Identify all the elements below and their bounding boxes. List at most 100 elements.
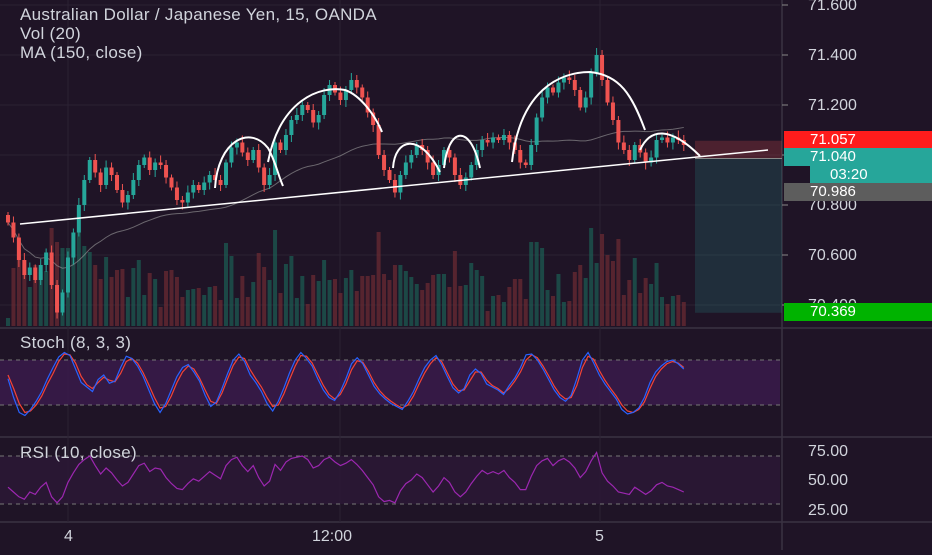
volume-bar — [398, 265, 403, 326]
stop-price-tag[interactable]: 71.057 — [784, 131, 932, 149]
candle-body — [153, 162, 158, 170]
volume-bar — [16, 239, 21, 326]
volume-bar — [638, 293, 643, 326]
volume-bar — [218, 300, 223, 326]
volume-bar — [600, 234, 605, 326]
candle-body — [360, 87, 365, 98]
candle-body — [540, 97, 545, 118]
rsi-indicator-label[interactable]: RSI (10, close) — [20, 443, 137, 462]
volume-bar — [545, 290, 550, 326]
volume-bar — [665, 304, 670, 326]
ma-line — [7, 126, 684, 269]
volume-bar — [289, 256, 294, 326]
candle-body — [665, 137, 670, 143]
volume-bar — [436, 274, 441, 326]
volume-bar — [540, 248, 545, 326]
candle-body — [567, 77, 572, 80]
target-price-tag[interactable]: 70.369 — [784, 303, 932, 321]
volume-bar — [463, 285, 468, 326]
candle-body — [431, 162, 436, 175]
chart-title[interactable]: Australian Dollar / Japanese Yen, 15, OA… — [20, 5, 377, 24]
stoch-lines — [7, 351, 685, 417]
candle-body — [213, 175, 218, 180]
candle-body — [273, 142, 278, 175]
countdown-tag: 03:20 — [810, 166, 932, 184]
candle-body — [605, 80, 610, 103]
volume-bar — [649, 284, 654, 326]
volume-bar — [115, 270, 119, 326]
volume-bar — [458, 286, 463, 326]
pattern-arc — [267, 88, 383, 163]
candle-body — [224, 162, 228, 185]
volume-bar — [174, 277, 179, 326]
rsi-line — [7, 450, 685, 504]
volume-bar — [300, 276, 305, 326]
volume-bar — [365, 276, 370, 326]
candle-body — [229, 147, 234, 163]
volume-bar — [382, 274, 387, 326]
candle-body — [289, 120, 294, 135]
candle-body — [164, 165, 169, 178]
volume-bar — [431, 275, 436, 326]
candle-body — [142, 157, 147, 165]
candle-body — [251, 150, 256, 160]
volume-bar — [676, 295, 681, 326]
candle-body — [16, 237, 21, 260]
volume-bar — [660, 297, 664, 326]
volume-bar — [491, 296, 496, 326]
candle-body — [202, 182, 207, 190]
price-tick-71400: 71.400 — [808, 47, 857, 64]
volume-bar — [60, 248, 65, 326]
candle-body — [643, 152, 648, 163]
volume-bar — [131, 268, 136, 326]
candle-body — [338, 92, 343, 100]
candle-body — [398, 175, 403, 193]
candle-body — [169, 177, 174, 188]
volume-bar — [185, 290, 190, 326]
candle-body — [316, 115, 321, 123]
candle-body — [6, 215, 10, 223]
stoch-indicator-label[interactable]: Stoch (8, 3, 3) — [20, 333, 132, 352]
stoch-d-line — [7, 353, 685, 414]
volume-bar — [76, 232, 81, 326]
candle-body — [196, 185, 201, 190]
volume-bar — [98, 279, 103, 326]
candle-body — [104, 167, 109, 185]
candle-body — [218, 180, 223, 185]
candle-body — [256, 150, 261, 168]
candle-body — [403, 162, 408, 175]
volume-bar — [561, 302, 566, 326]
rsi-line — [7, 450, 685, 504]
candle-body — [44, 252, 49, 265]
volume-bar — [616, 239, 621, 326]
volume-bar — [22, 274, 27, 326]
volume-bar — [523, 299, 528, 326]
candle-body — [627, 150, 632, 160]
volume-bar — [125, 297, 130, 326]
volume-bar — [501, 302, 506, 326]
candle-body — [322, 95, 327, 115]
entry-price-tag[interactable]: 70.986 — [784, 183, 932, 201]
candle-body — [147, 157, 152, 170]
volume-bar — [207, 287, 212, 326]
candle-body — [343, 90, 348, 100]
candle-body — [583, 97, 588, 108]
last-price-tag[interactable]: 71.040 — [784, 148, 932, 166]
drawings[interactable] — [19, 70, 769, 225]
volume-bar — [529, 242, 534, 326]
vol-indicator-label[interactable]: Vol (20) — [20, 24, 81, 43]
volume-bar — [311, 275, 316, 326]
volume-bar — [610, 261, 615, 326]
candle-body — [82, 180, 87, 205]
candle-body — [283, 135, 288, 150]
candle-body — [136, 165, 141, 180]
time-tick-5: 5 — [595, 528, 604, 545]
moving-average — [7, 126, 684, 269]
volume-bar — [632, 258, 637, 326]
ma-indicator-label[interactable]: MA (150, close) — [20, 43, 143, 62]
candle-body — [240, 142, 245, 153]
volume-bar — [654, 263, 659, 326]
volume-bar — [71, 240, 76, 326]
